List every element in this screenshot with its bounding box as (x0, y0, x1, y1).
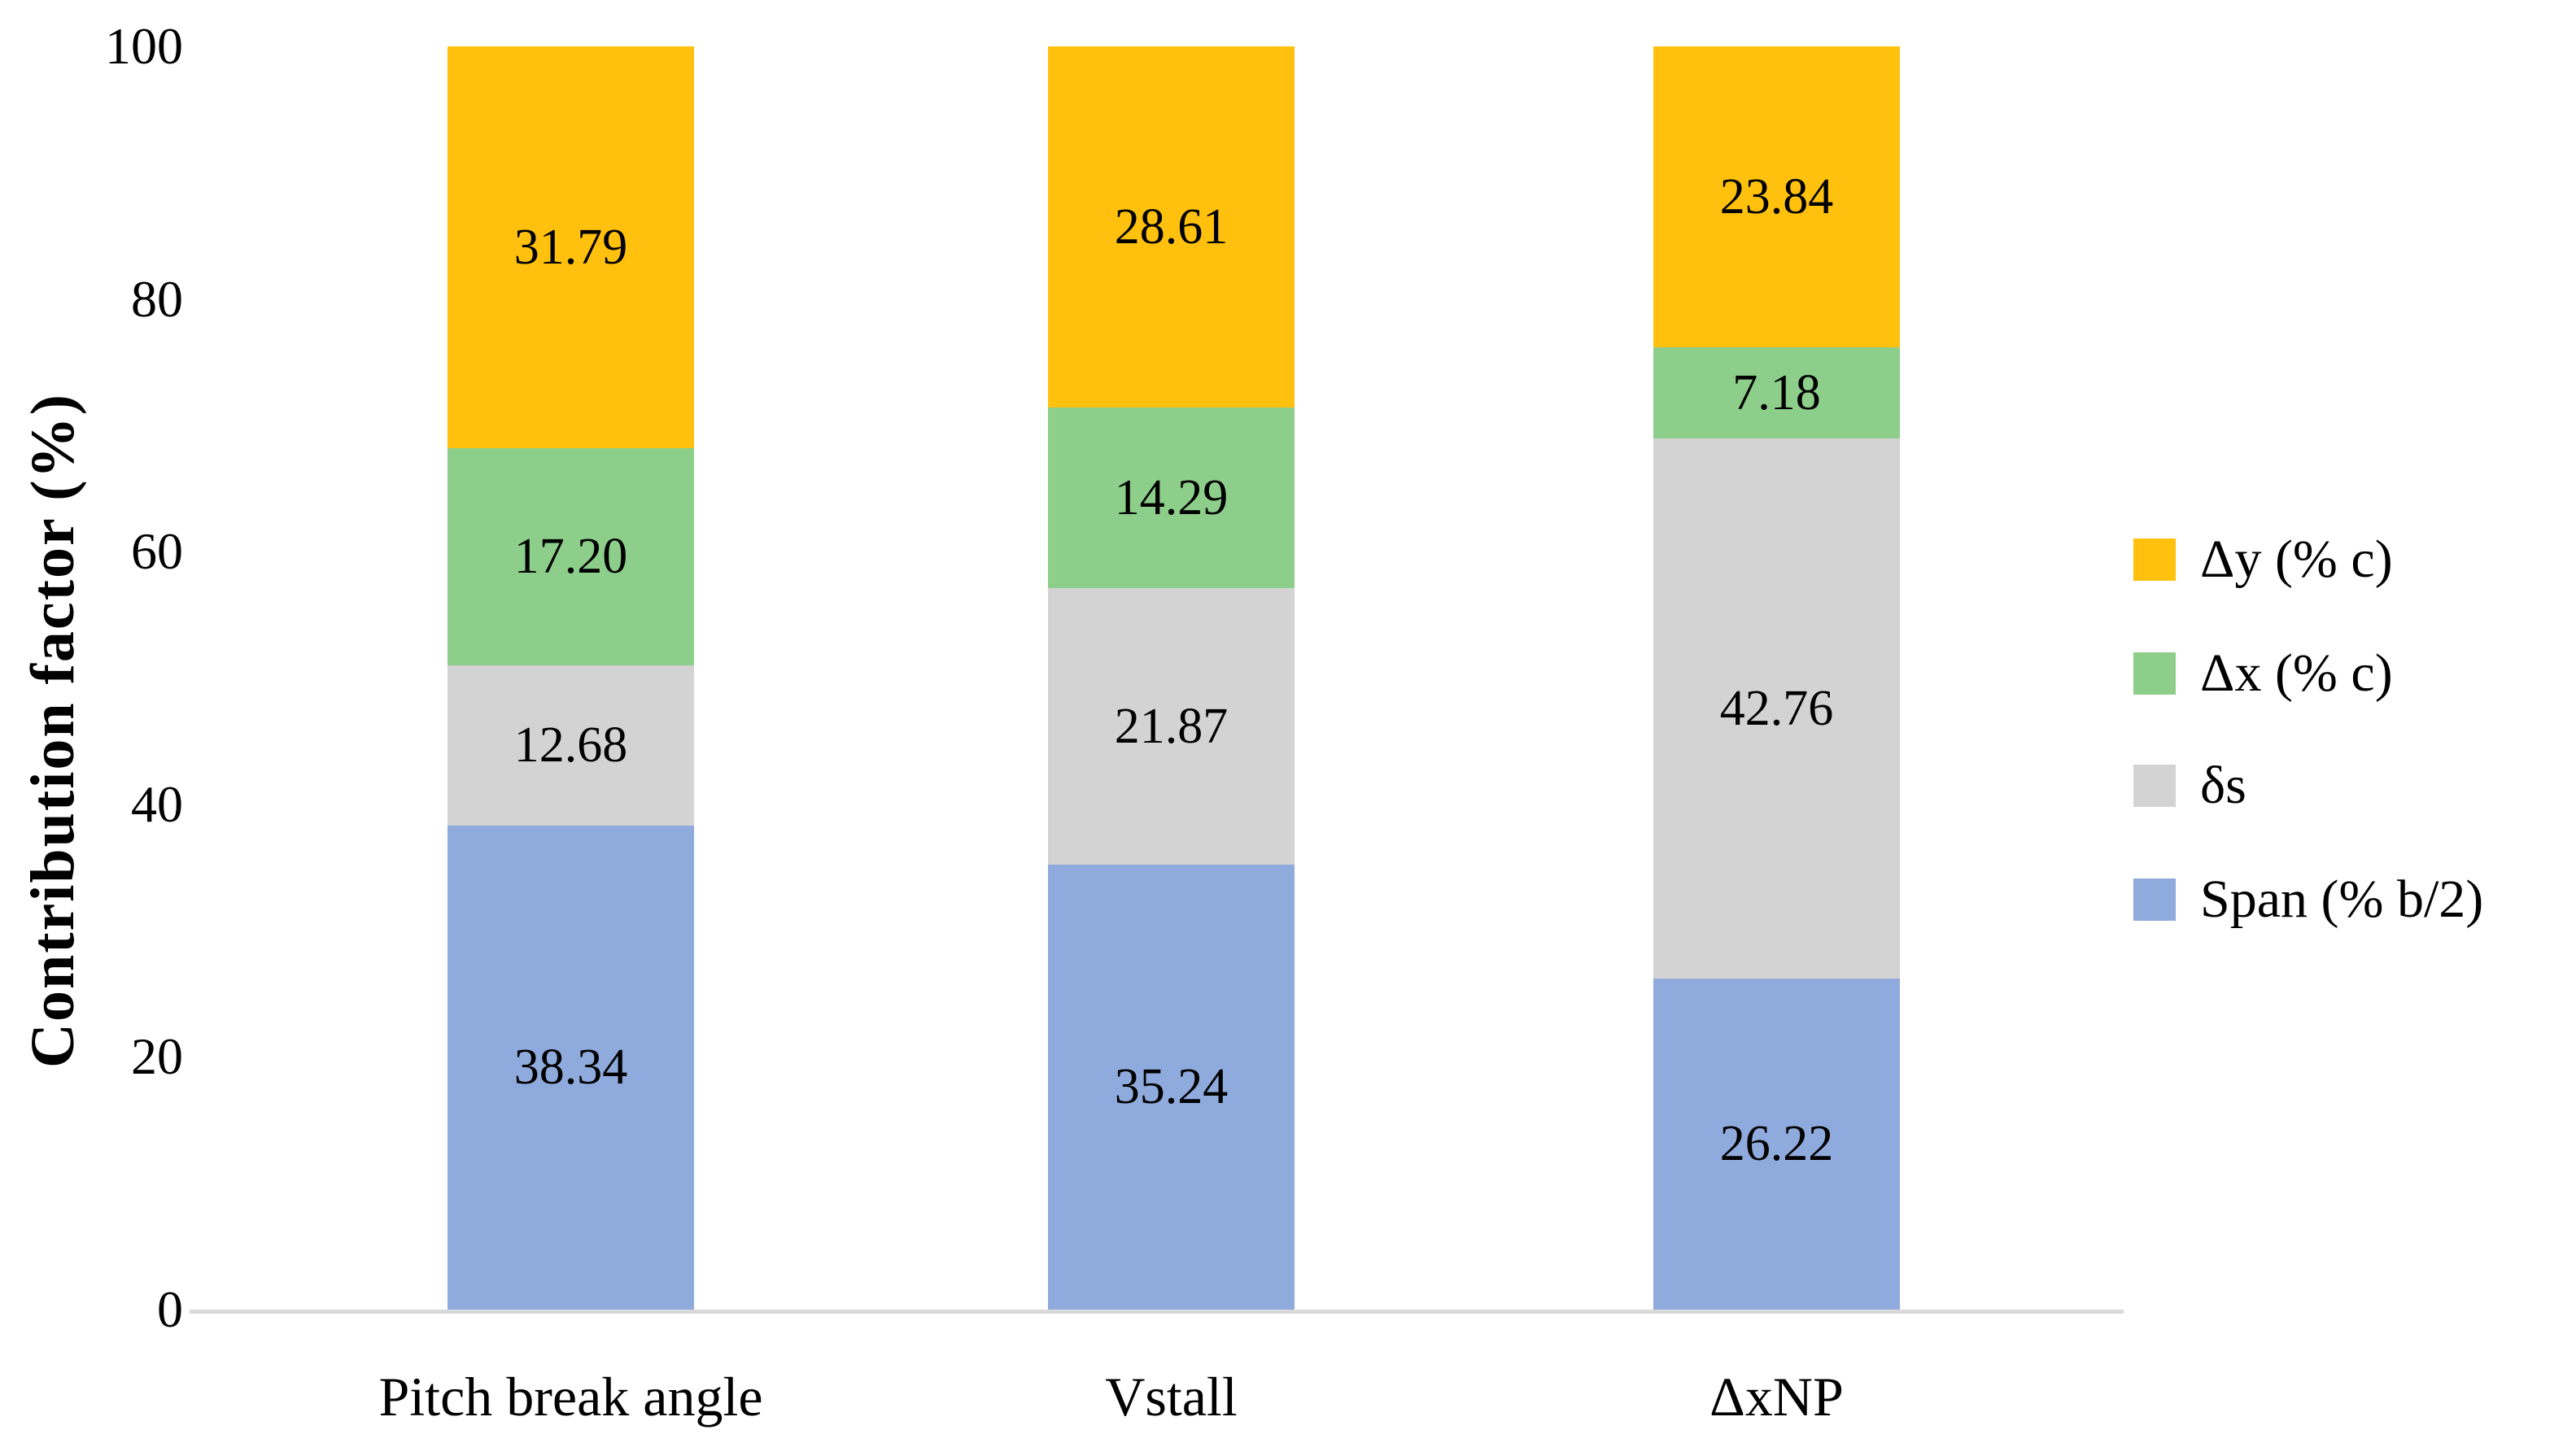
bar-vstall-segment-span-b-2: 35.24 (1048, 864, 1295, 1310)
legend-label-s: δs (2200, 756, 2246, 815)
category-label-vstall: Vstall (1105, 1366, 1238, 1428)
y-tick-label-40: 40 (131, 774, 183, 833)
legend-label-span-b-2: Span (% b/2) (2200, 870, 2484, 929)
segment-value-label: 21.87 (1114, 698, 1229, 754)
segment-value-label: 31.79 (513, 219, 628, 275)
y-tick-label-60: 60 (131, 522, 183, 581)
segment-value-label: 12.68 (513, 717, 628, 774)
segment-value-label: 38.34 (513, 1040, 628, 1096)
segment-value-label: 26.22 (1719, 1116, 1834, 1172)
segment-value-label: 17.20 (513, 529, 628, 585)
legend-item-span-b-2: Span (% b/2) (2133, 865, 2483, 934)
legend-item-x-c: Δx (% c) (2133, 639, 2393, 708)
legend-item-y-c: Δy (% c) (2133, 525, 2393, 594)
y-tick-label-0: 0 (157, 1280, 183, 1338)
legend-item-s: δs (2133, 752, 2246, 820)
bar-pitch-break-angle-segment-y-c: 31.79 (448, 46, 694, 448)
segment-value-label: 14.29 (1114, 470, 1229, 526)
legend-swatch-span-b-2 (2133, 878, 2176, 921)
legend-label-y-c: Δy (% c) (2200, 530, 2393, 589)
segment-value-label: 28.61 (1114, 199, 1229, 255)
bar-xnp-segment-y-c: 23.84 (1653, 46, 1900, 348)
segment-value-label: 7.18 (1732, 364, 1821, 421)
legend-label-x-c: Δx (% c) (2200, 643, 2393, 703)
legend-swatch-y-c (2133, 538, 2176, 581)
segment-value-label: 35.24 (1114, 1059, 1229, 1115)
bar-vstall-segment-s: 21.87 (1048, 588, 1295, 865)
bar-xnp-segment-span-b-2: 26.22 (1653, 978, 1900, 1310)
bar-pitch-break-angle-segment-x-c: 17.20 (448, 447, 694, 665)
category-label-xnp: ΔxNP (1709, 1366, 1844, 1428)
bar-xnp-segment-x-c: 7.18 (1653, 347, 1900, 438)
bar-xnp-segment-s: 42.76 (1653, 438, 1900, 979)
segment-value-label: 23.84 (1719, 169, 1834, 225)
legend-swatch-x-c (2133, 652, 2176, 695)
bar-vstall-segment-y-c: 28.61 (1048, 46, 1295, 408)
x-axis-line (190, 1310, 2124, 1314)
legend-swatch-s (2133, 765, 2176, 807)
bar-pitch-break-angle-segment-s: 12.68 (448, 665, 694, 826)
segment-value-label: 42.76 (1719, 680, 1834, 736)
y-tick-label-80: 80 (131, 269, 183, 328)
bar-vstall-segment-x-c: 14.29 (1048, 408, 1295, 589)
y-tick-label-20: 20 (131, 1027, 183, 1086)
bar-pitch-break-angle-segment-span-b-2: 38.34 (448, 825, 694, 1310)
y-tick-label-100: 100 (105, 17, 183, 75)
category-label-pitch-break-angle: Pitch break angle (378, 1366, 763, 1428)
